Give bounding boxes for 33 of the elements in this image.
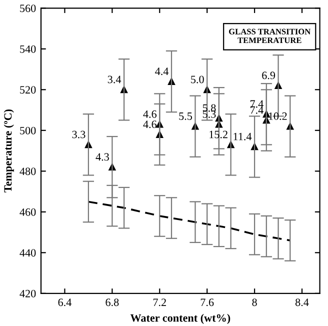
y-tick-label: 440 <box>20 249 36 257</box>
x-axis-title: Water content (wt%) <box>130 314 230 324</box>
y-tick-label: 480 <box>20 168 36 176</box>
annotation: 5.5 <box>179 112 192 120</box>
annotation: 10.2 <box>268 112 287 120</box>
x-tick-label: 8.4 <box>295 298 309 306</box>
annotation: 7.4 <box>250 100 264 108</box>
y-tick-label: 500 <box>20 126 36 134</box>
y-tick-label: 540 <box>20 45 36 53</box>
x-tick-label: 6.4 <box>58 298 72 306</box>
annotation: 15.2 <box>210 130 228 138</box>
x-tick-label: 7.6 <box>200 298 214 306</box>
annotation: 5.3 <box>202 110 216 118</box>
annotation: 4.6 <box>143 110 157 118</box>
y-tick-label: 420 <box>20 290 36 298</box>
annotation: 5.0 <box>191 76 204 84</box>
x-tick-label: 8 <box>252 298 257 306</box>
x-tick-label: 6.8 <box>106 298 119 306</box>
y-tick-label: 460 <box>20 208 36 216</box>
x-tick-label: 7.2 <box>153 298 166 306</box>
annotation: 4.6 <box>143 120 157 128</box>
y-axis-title: Temperature (ºC) <box>4 109 14 192</box>
annotation: 5.8 <box>202 104 216 112</box>
y-tick-label: 560 <box>20 4 36 12</box>
annotation: 3.3 <box>72 130 86 138</box>
annotation: 4.3 <box>96 153 109 161</box>
annotation: 4.4 <box>155 68 169 76</box>
annotation: 6.9 <box>262 72 276 80</box>
annotation: 7.4 <box>250 106 264 114</box>
annotation: 3.4 <box>108 76 122 84</box>
text: GLASS TRANSITION TEMPERATURE <box>228 28 311 44</box>
annotation: 11.4 <box>234 132 252 140</box>
y-tick-label: 520 <box>20 86 36 94</box>
